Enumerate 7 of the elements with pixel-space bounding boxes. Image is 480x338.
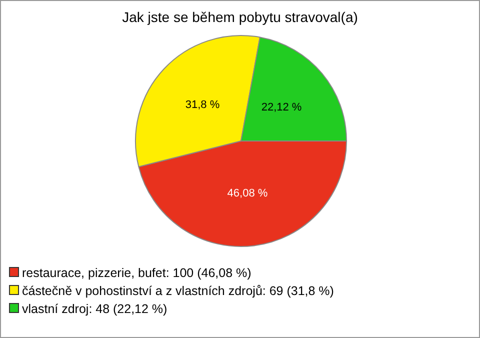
chart-title: Jak jste se během pobytu stravoval(a) xyxy=(121,9,359,25)
legend-label: částečně v pohostinství a z vlastních zdrojů: 69 (31,8 %) xyxy=(22,284,334,298)
data-label: 22,12 % xyxy=(261,101,302,114)
legend-label: vlastní zdroj: 48 (22,12 %) xyxy=(22,302,168,316)
legend-label: restaurace, pizzerie, bufet: 100 (46,08 %) xyxy=(22,266,252,280)
data-label: 31,8 % xyxy=(185,98,220,111)
data-label: 46,08 % xyxy=(227,187,268,200)
